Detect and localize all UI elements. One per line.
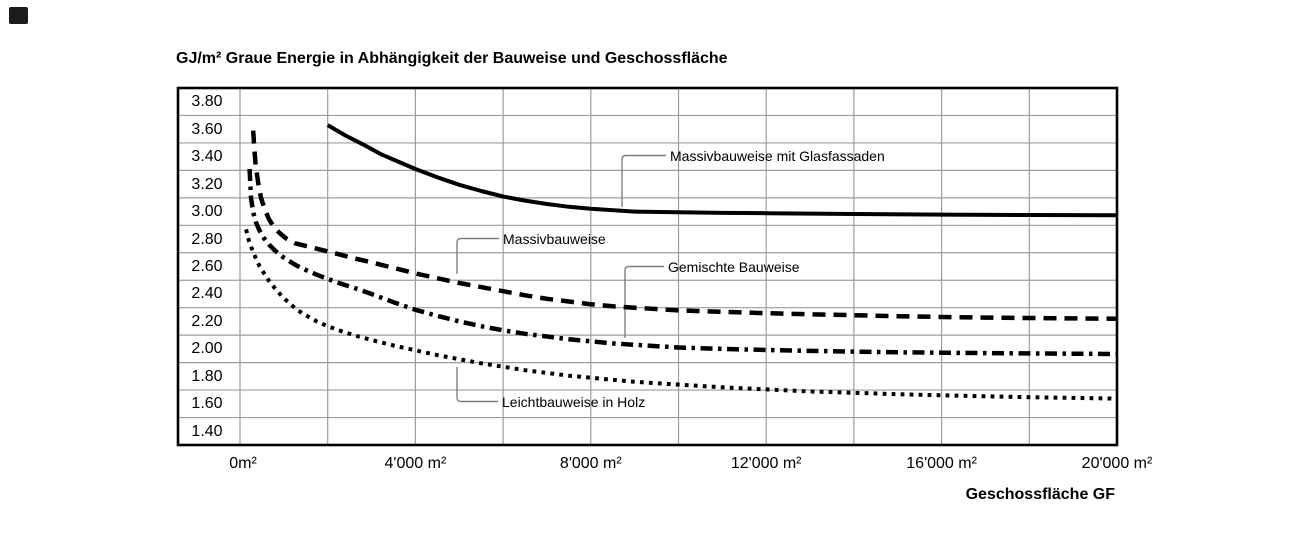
y-tick-label: 3.80 (191, 93, 223, 111)
series-curve-dashed (250, 130, 1118, 321)
series-annotation-label: Gemischte Bauweise (668, 258, 800, 275)
y-tick-label: 2.20 (191, 312, 223, 330)
series-annotation-label: Massivbauweise (503, 230, 606, 247)
chart-title: GJ/m² Graue Energie in Abhängigkeit der … (176, 50, 728, 67)
y-tick-label: 3.00 (191, 203, 223, 221)
y-tick-label: 1.40 (191, 422, 223, 440)
y-tick-label: 3.40 (191, 148, 223, 166)
y-tick-label: 2.60 (191, 258, 223, 275)
annotation-callout-line (456, 237, 499, 274)
annotation-callout-line (456, 367, 498, 403)
series-annotation-label: Massivbauweise mit Glasfassaden (670, 147, 885, 164)
series-curve-dashdot (247, 168, 1118, 357)
series-annotation-label: Leichtbauweise in Holz (502, 393, 646, 410)
y-tick-label: 2.00 (191, 340, 223, 358)
y-tick-label: 1.60 (191, 395, 223, 413)
series-curve-solid (326, 123, 1118, 218)
y-tick-label: 1.80 (191, 367, 223, 385)
scan-corner-mark (9, 7, 28, 24)
y-tick-label: 3.60 (191, 120, 223, 138)
x-axis-title: Geschossfläche GF (965, 486, 1115, 503)
y-tick-label: 2.80 (191, 230, 223, 248)
x-tick-label: 4'000 m² (384, 455, 447, 472)
y-tick-label: 3.20 (191, 175, 223, 193)
x-tick-label: 12'000 m² (730, 455, 802, 472)
y-tick-label: 2.40 (191, 285, 223, 303)
x-tick-label: 0m² (229, 455, 257, 472)
annotation-callout-line (621, 154, 666, 207)
series-curve-dotted (244, 228, 1118, 401)
x-tick-label: 8'000 m² (559, 455, 622, 472)
x-tick-label: 16'000 m² (906, 455, 977, 472)
x-tick-label: 20'000 m² (1081, 455, 1153, 472)
chart-frame (176, 86, 1119, 447)
annotation-callout-line (624, 265, 664, 338)
